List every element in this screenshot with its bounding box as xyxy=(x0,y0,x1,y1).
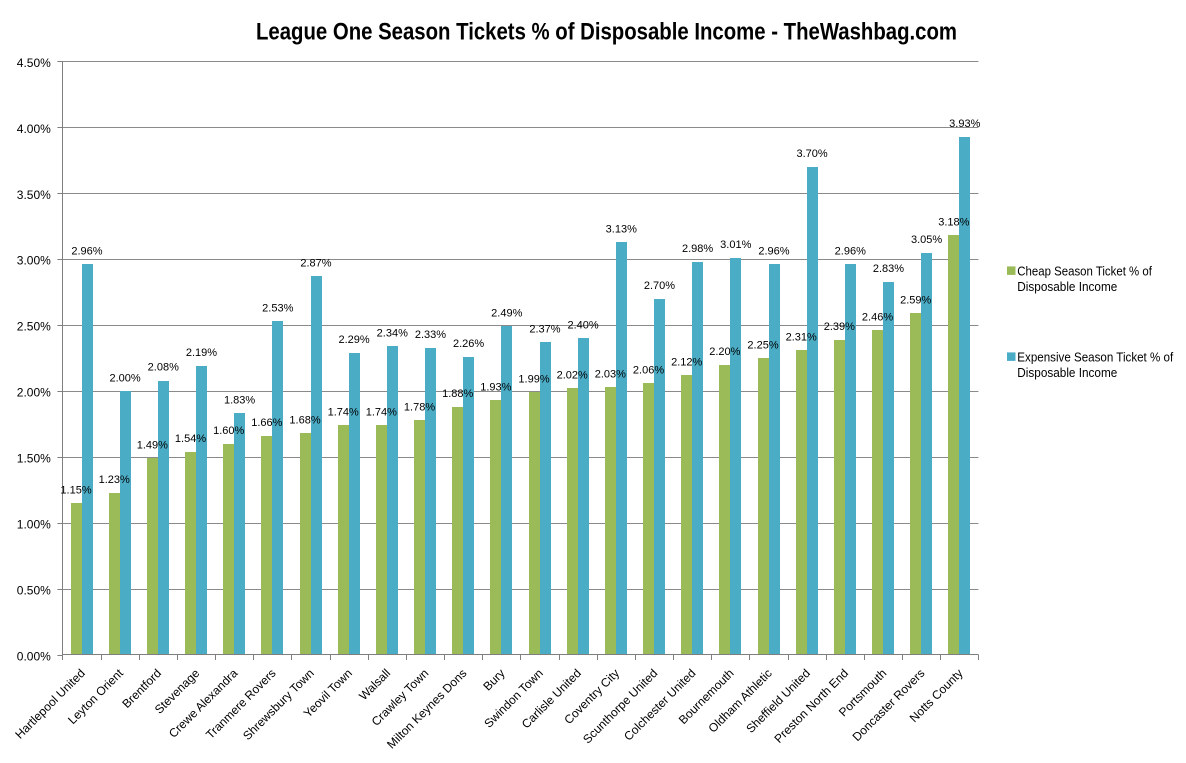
svg-text:2.00%: 2.00% xyxy=(17,386,51,400)
svg-text:2.40%: 2.40% xyxy=(567,320,598,332)
svg-text:2.12%: 2.12% xyxy=(671,356,702,368)
svg-text:0.00%: 0.00% xyxy=(17,649,51,663)
svg-text:2.34%: 2.34% xyxy=(377,327,408,339)
svg-text:2.08%: 2.08% xyxy=(148,362,179,374)
svg-text:Disposable Income: Disposable Income xyxy=(1017,280,1117,294)
svg-text:2.25%: 2.25% xyxy=(747,339,778,351)
svg-text:2.70%: 2.70% xyxy=(644,280,675,292)
svg-text:2.96%: 2.96% xyxy=(758,246,789,258)
svg-text:1.83%: 1.83% xyxy=(224,395,255,407)
svg-text:Expensive Season Ticket % of: Expensive Season Ticket % of xyxy=(1017,350,1173,364)
svg-text:1.74%: 1.74% xyxy=(328,407,359,419)
svg-text:1.78%: 1.78% xyxy=(404,401,435,413)
svg-text:0.50%: 0.50% xyxy=(17,583,51,597)
svg-text:1.50%: 1.50% xyxy=(17,452,51,466)
svg-text:1.49%: 1.49% xyxy=(137,440,168,452)
svg-text:2.20%: 2.20% xyxy=(709,346,740,358)
svg-text:2.50%: 2.50% xyxy=(17,320,51,334)
svg-text:2.46%: 2.46% xyxy=(862,312,893,324)
svg-text:1.54%: 1.54% xyxy=(175,433,206,445)
svg-text:2.26%: 2.26% xyxy=(453,338,484,350)
svg-text:1.00%: 1.00% xyxy=(17,517,51,531)
svg-text:1.99%: 1.99% xyxy=(518,374,549,386)
svg-text:1.93%: 1.93% xyxy=(480,382,511,394)
svg-text:Cheap Season Ticket % of: Cheap Season Ticket % of xyxy=(1017,264,1152,278)
svg-text:3.13%: 3.13% xyxy=(606,223,637,235)
svg-text:1.68%: 1.68% xyxy=(289,414,320,426)
svg-text:1.66%: 1.66% xyxy=(251,417,282,429)
svg-text:2.06%: 2.06% xyxy=(633,364,664,376)
svg-text:2.29%: 2.29% xyxy=(338,334,369,346)
svg-text:3.01%: 3.01% xyxy=(720,239,751,251)
svg-text:2.59%: 2.59% xyxy=(900,294,931,306)
svg-text:2.02%: 2.02% xyxy=(557,370,588,382)
svg-text:3.00%: 3.00% xyxy=(17,254,51,268)
svg-text:2.96%: 2.96% xyxy=(71,246,102,258)
svg-text:2.83%: 2.83% xyxy=(873,263,904,275)
svg-text:3.50%: 3.50% xyxy=(17,188,51,202)
svg-text:2.19%: 2.19% xyxy=(186,347,217,359)
svg-text:Disposable Income: Disposable Income xyxy=(1017,366,1117,380)
svg-text:3.05%: 3.05% xyxy=(911,234,942,246)
svg-text:3.93%: 3.93% xyxy=(949,118,980,130)
svg-text:2.98%: 2.98% xyxy=(682,243,713,255)
svg-text:2.96%: 2.96% xyxy=(835,246,866,258)
svg-text:2.33%: 2.33% xyxy=(415,329,446,341)
svg-text:2.00%: 2.00% xyxy=(109,372,140,384)
svg-text:1.15%: 1.15% xyxy=(60,484,91,496)
svg-text:4.50%: 4.50% xyxy=(17,56,51,70)
svg-text:1.60%: 1.60% xyxy=(213,425,244,437)
svg-text:2.31%: 2.31% xyxy=(786,331,817,343)
svg-text:2.03%: 2.03% xyxy=(595,368,626,380)
svg-text:2.87%: 2.87% xyxy=(300,258,331,270)
svg-text:2.39%: 2.39% xyxy=(824,321,855,333)
svg-text:League One Season Tickets % of: League One Season Tickets % of Disposabl… xyxy=(256,19,957,46)
svg-text:1.88%: 1.88% xyxy=(442,388,473,400)
svg-text:2.49%: 2.49% xyxy=(491,308,522,320)
svg-text:3.18%: 3.18% xyxy=(938,217,969,229)
svg-text:1.74%: 1.74% xyxy=(366,407,397,419)
svg-text:2.53%: 2.53% xyxy=(262,302,293,314)
svg-text:2.37%: 2.37% xyxy=(529,323,560,335)
svg-text:4.00%: 4.00% xyxy=(17,122,51,136)
svg-text:3.70%: 3.70% xyxy=(796,148,827,160)
svg-text:1.23%: 1.23% xyxy=(99,474,130,486)
